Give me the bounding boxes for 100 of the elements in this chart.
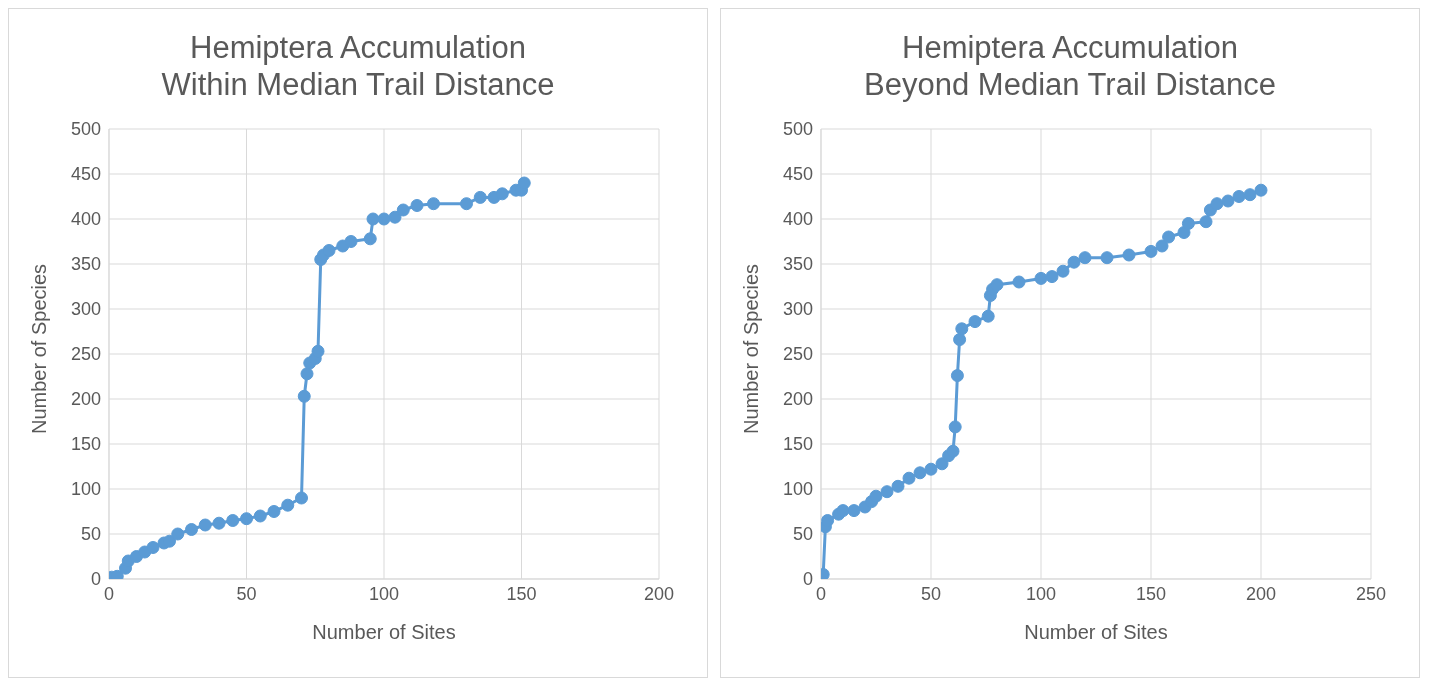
point bbox=[185, 523, 198, 536]
point bbox=[869, 489, 883, 503]
point bbox=[1067, 255, 1081, 269]
point bbox=[1045, 270, 1059, 284]
point bbox=[297, 389, 311, 403]
point bbox=[913, 466, 927, 480]
y-tick-label: 100 bbox=[70, 479, 101, 500]
point bbox=[146, 541, 160, 554]
point bbox=[1221, 194, 1235, 208]
point bbox=[950, 369, 964, 383]
point bbox=[1155, 239, 1169, 253]
point bbox=[344, 235, 358, 248]
point bbox=[1243, 188, 1257, 202]
y-axis-title: Number of Species bbox=[740, 263, 763, 434]
point bbox=[935, 457, 949, 471]
y-tick-label: 100 bbox=[782, 479, 813, 500]
point bbox=[1012, 275, 1026, 289]
y-tick-label: 500 bbox=[782, 119, 813, 140]
point bbox=[427, 197, 440, 211]
x-tick-label: 50 bbox=[236, 583, 257, 604]
point bbox=[311, 344, 325, 358]
point bbox=[847, 504, 861, 518]
point bbox=[410, 199, 424, 212]
point bbox=[240, 512, 253, 526]
point bbox=[821, 514, 835, 527]
y-tick-label: 300 bbox=[70, 299, 101, 320]
point bbox=[981, 309, 995, 323]
y-tick-label: 450 bbox=[782, 164, 813, 185]
point bbox=[968, 315, 982, 329]
x-tick-label: 200 bbox=[1245, 583, 1277, 604]
point bbox=[322, 244, 336, 257]
x-tick-label: 250 bbox=[1355, 583, 1387, 604]
y-tick-label: 250 bbox=[782, 344, 813, 365]
point bbox=[396, 203, 410, 217]
x-axis-title: Number of Sites bbox=[1024, 621, 1168, 643]
point bbox=[212, 516, 226, 530]
point bbox=[1210, 197, 1224, 211]
point bbox=[953, 333, 967, 347]
point bbox=[366, 212, 380, 226]
x-tick-label: 0 bbox=[103, 583, 115, 604]
y-tick-label: 350 bbox=[70, 254, 101, 275]
point bbox=[891, 479, 905, 493]
point bbox=[226, 514, 240, 527]
y-tick-label: 200 bbox=[782, 389, 813, 410]
point bbox=[363, 232, 377, 246]
x-axis-title: Number of Sites bbox=[312, 621, 456, 643]
point bbox=[295, 491, 308, 505]
point bbox=[1078, 251, 1092, 265]
x-tick-label: 100 bbox=[368, 583, 400, 604]
point bbox=[267, 505, 281, 518]
point bbox=[171, 527, 185, 541]
point bbox=[495, 187, 509, 201]
point bbox=[990, 278, 1004, 292]
y-tick-label: 0 bbox=[802, 569, 813, 590]
point bbox=[1056, 264, 1070, 278]
y-tick-label: 400 bbox=[782, 209, 813, 230]
x-tick-label: 150 bbox=[1135, 583, 1167, 604]
point bbox=[1199, 215, 1213, 229]
chart-title: Hemiptera Accumulation Within Median Trail Distance bbox=[160, 29, 556, 104]
point bbox=[1144, 244, 1158, 258]
point bbox=[1162, 230, 1176, 244]
x-tick-label: 200 bbox=[643, 583, 675, 604]
y-tick-label: 250 bbox=[70, 344, 101, 365]
y-tick-label: 50 bbox=[792, 524, 813, 545]
point bbox=[1034, 271, 1048, 285]
y-tick-label: 450 bbox=[70, 164, 101, 185]
point bbox=[946, 444, 960, 458]
y-tick-label: 500 bbox=[70, 119, 101, 140]
point bbox=[1254, 183, 1268, 197]
point bbox=[473, 190, 487, 204]
point bbox=[836, 504, 850, 518]
x-tick-label: 50 bbox=[920, 583, 942, 604]
point bbox=[163, 534, 176, 548]
y-tick-label: 350 bbox=[782, 254, 813, 275]
y-tick-label: 150 bbox=[70, 434, 101, 455]
point bbox=[253, 509, 267, 523]
point bbox=[1122, 248, 1136, 262]
y-tick-label: 300 bbox=[782, 299, 813, 320]
point bbox=[880, 485, 894, 499]
x-tick-label: 100 bbox=[1025, 583, 1057, 604]
x-tick-label: 150 bbox=[506, 583, 537, 604]
point bbox=[948, 420, 962, 434]
point bbox=[377, 212, 391, 226]
y-tick-label: 0 bbox=[90, 569, 101, 590]
x-tick-label: 0 bbox=[815, 583, 827, 604]
chart-title: Hemiptera Accumulation Beyond Median Trail Distance bbox=[863, 29, 1277, 104]
point bbox=[281, 498, 295, 512]
point bbox=[300, 367, 314, 381]
point bbox=[955, 322, 969, 336]
y-tick-label: 400 bbox=[70, 209, 101, 230]
point bbox=[924, 462, 938, 476]
point bbox=[1181, 217, 1195, 230]
y-tick-label: 150 bbox=[782, 434, 813, 455]
point bbox=[1232, 190, 1246, 203]
point bbox=[198, 518, 212, 532]
point bbox=[517, 176, 531, 190]
y-tick-label: 200 bbox=[70, 389, 101, 410]
y-tick-label: 50 bbox=[80, 524, 101, 545]
point bbox=[388, 210, 402, 224]
point bbox=[1100, 251, 1114, 265]
